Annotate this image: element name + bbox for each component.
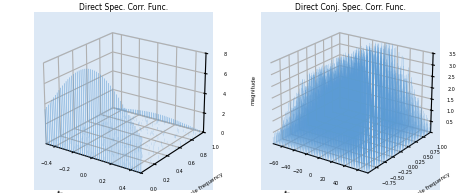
Y-axis label: Cycle frequency: Cycle frequency bbox=[184, 172, 224, 193]
X-axis label: frequency: frequency bbox=[283, 190, 311, 193]
X-axis label: frequency: frequency bbox=[56, 190, 83, 193]
Y-axis label: Cycle frequency: Cycle frequency bbox=[411, 172, 451, 193]
Title: Direct Conj. Spec. Corr. Func.: Direct Conj. Spec. Corr. Func. bbox=[295, 3, 406, 12]
Title: Direct Spec. Corr. Func.: Direct Spec. Corr. Func. bbox=[79, 3, 168, 12]
